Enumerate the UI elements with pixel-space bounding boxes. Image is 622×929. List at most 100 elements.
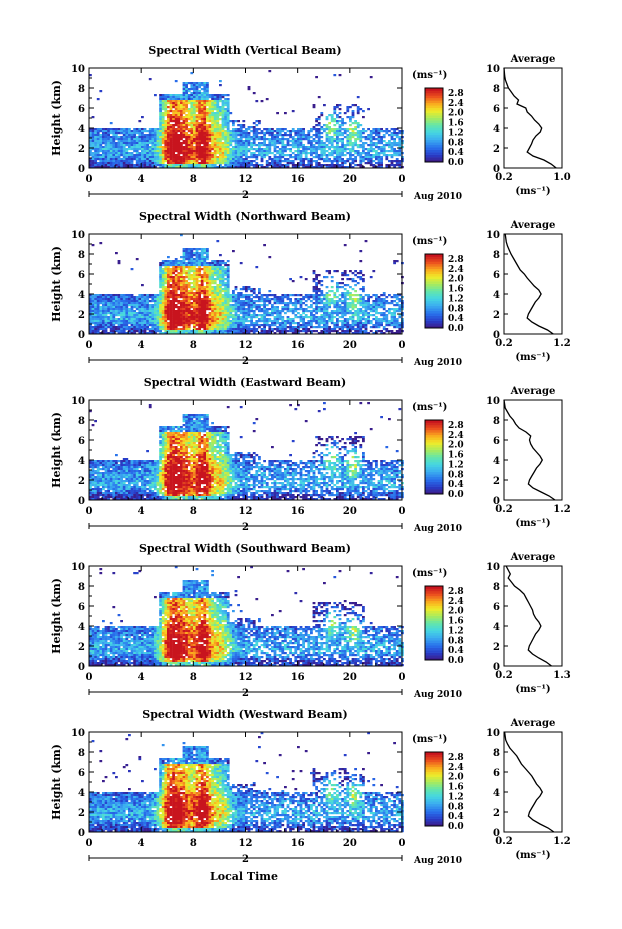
heatmap-cell bbox=[167, 326, 170, 329]
heatmap-cell bbox=[151, 312, 155, 315]
heatmap-cell bbox=[245, 312, 248, 315]
heatmap-cell bbox=[193, 324, 196, 327]
heatmap-cell bbox=[156, 152, 160, 155]
heatmap-cell bbox=[167, 278, 170, 281]
heatmap-cell bbox=[213, 274, 217, 277]
heatmap-cell bbox=[164, 282, 168, 285]
heatmap-cell bbox=[390, 128, 394, 131]
heatmap-cell bbox=[193, 248, 196, 251]
heatmap-cell bbox=[328, 306, 331, 309]
heatmap-cell bbox=[237, 294, 240, 297]
heatmap-cell bbox=[208, 292, 212, 295]
heatmap-cell bbox=[169, 126, 173, 129]
heatmap-cell bbox=[213, 138, 217, 141]
heatmap-cell bbox=[200, 308, 204, 311]
heatmap-cell bbox=[338, 156, 342, 159]
heatmap-cell bbox=[135, 162, 139, 165]
heatmap-cell bbox=[187, 262, 191, 265]
heatmap-cell bbox=[159, 308, 162, 311]
heatmap-cell bbox=[224, 162, 227, 165]
heatmap-cell bbox=[328, 302, 331, 305]
heatmap-cell bbox=[159, 138, 162, 141]
heatmap-cell bbox=[109, 320, 113, 323]
heatmap-cell bbox=[286, 148, 290, 151]
heatmap-cell bbox=[182, 148, 186, 151]
heatmap-cell bbox=[91, 244, 95, 247]
heatmap-cell bbox=[234, 312, 238, 315]
heatmap-cell bbox=[94, 138, 97, 141]
heatmap-cell bbox=[193, 108, 196, 111]
heatmap-cell bbox=[156, 134, 160, 137]
heatmap-cell bbox=[187, 112, 191, 115]
heatmap-cell bbox=[120, 154, 123, 157]
heatmap-cell bbox=[224, 284, 227, 287]
heatmap-cell bbox=[180, 280, 183, 283]
heatmap-cell bbox=[182, 152, 186, 155]
heatmap-cell bbox=[263, 330, 266, 333]
heatmap-cell bbox=[161, 298, 165, 301]
heatmap-cell bbox=[245, 304, 248, 307]
heatmap-cell bbox=[328, 148, 331, 151]
heatmap-cell bbox=[226, 282, 230, 285]
heatmap-cell bbox=[211, 274, 214, 277]
heatmap-cell bbox=[120, 322, 123, 325]
heatmap-cell bbox=[203, 288, 207, 291]
heatmap-cell bbox=[167, 286, 170, 289]
heatmap-cell bbox=[284, 158, 287, 161]
heatmap-cell bbox=[273, 328, 277, 331]
heatmap-cell bbox=[177, 164, 181, 167]
heatmap-cell bbox=[299, 330, 303, 333]
heatmap-cell bbox=[297, 148, 300, 151]
heatmap-cell bbox=[193, 276, 196, 279]
heatmap-cell bbox=[203, 324, 207, 327]
heatmap-cell bbox=[260, 144, 264, 147]
heatmap-cell bbox=[182, 294, 186, 297]
heatmap-cell bbox=[276, 322, 279, 325]
heatmap-cell bbox=[307, 140, 311, 143]
heatmap-cell bbox=[89, 158, 92, 161]
heatmap-cell bbox=[268, 138, 272, 141]
heatmap-cell bbox=[242, 140, 246, 143]
heatmap-cell bbox=[362, 166, 365, 169]
heatmap-cell bbox=[206, 326, 209, 329]
heatmap-cell bbox=[310, 152, 313, 155]
heatmap-cell bbox=[195, 252, 199, 255]
heatmap-cell bbox=[164, 134, 168, 137]
heatmap-cell bbox=[185, 274, 188, 277]
heatmap-cell bbox=[206, 256, 209, 259]
heatmap-cell bbox=[302, 166, 305, 169]
heatmap-cell bbox=[195, 162, 199, 165]
heatmap-cell bbox=[385, 156, 389, 159]
heatmap-cell bbox=[151, 320, 155, 323]
heatmap-cell bbox=[115, 148, 118, 151]
heatmap-cell bbox=[187, 124, 191, 127]
heatmap-cell bbox=[297, 158, 300, 161]
heatmap-cell bbox=[99, 166, 103, 169]
heatmap-cell bbox=[187, 256, 191, 259]
heatmap-cell bbox=[289, 318, 292, 321]
heatmap-cell bbox=[208, 126, 212, 129]
heatmap-cell bbox=[341, 122, 344, 125]
heatmap-cell bbox=[169, 290, 173, 293]
heatmap-cell bbox=[172, 282, 175, 285]
heatmap-cell bbox=[164, 260, 168, 263]
heatmap-cell bbox=[112, 134, 116, 137]
heatmap-cell bbox=[338, 148, 342, 151]
heatmap-cell bbox=[180, 234, 183, 237]
heatmap-cell bbox=[206, 322, 209, 325]
heatmap-cell bbox=[115, 158, 118, 161]
heatmap-cell bbox=[390, 162, 394, 165]
heatmap-cell bbox=[182, 278, 186, 281]
heatmap-cell bbox=[390, 146, 394, 149]
heatmap-cell bbox=[190, 148, 194, 151]
heatmap-cell bbox=[208, 318, 212, 321]
heatmap-cell bbox=[286, 130, 290, 133]
heatmap-cell bbox=[203, 322, 207, 325]
heatmap-cell bbox=[146, 316, 149, 319]
heatmap-cell bbox=[304, 156, 308, 159]
heatmap-cell bbox=[320, 332, 324, 335]
heatmap-cell bbox=[133, 136, 136, 139]
heatmap-cell bbox=[219, 142, 222, 145]
heatmap-cell bbox=[141, 152, 144, 155]
heatmap-cell bbox=[211, 100, 214, 103]
